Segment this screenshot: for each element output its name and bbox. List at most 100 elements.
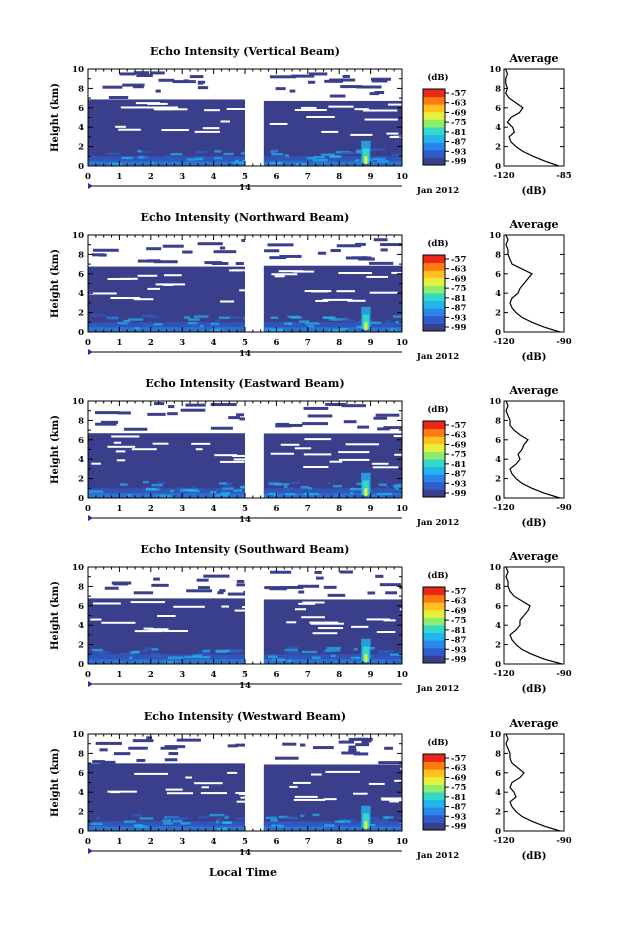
colorbar-swatch <box>423 323 445 332</box>
colorbar-frame <box>422 586 446 664</box>
y-axis-label: Height (km) <box>50 83 61 152</box>
echo-cell <box>374 819 389 823</box>
heatmap <box>88 238 402 332</box>
echo-cell <box>399 821 402 824</box>
echo-cell <box>292 323 303 327</box>
colorbar-tick-label: -75 <box>451 616 466 626</box>
echo-patch <box>367 591 376 595</box>
no-echo-gap <box>147 102 168 105</box>
no-echo-gap <box>294 447 312 450</box>
no-echo-gap <box>115 125 126 128</box>
echo-cell <box>391 153 401 157</box>
no-echo-gap <box>368 782 385 785</box>
no-echo-gap <box>394 779 402 782</box>
echo-cell <box>104 822 111 825</box>
y-tick-label: 0 <box>78 162 84 172</box>
echo-cell <box>268 492 278 496</box>
no-echo-gap <box>232 454 245 457</box>
x-tick-label: 10 <box>396 338 408 348</box>
no-echo-gap <box>354 108 369 111</box>
x-tick-label: 10 <box>396 504 408 514</box>
echo-cell <box>356 151 362 154</box>
no-echo-gap <box>227 771 238 774</box>
echo-patch <box>92 760 105 764</box>
colorbar-title: (dB) <box>427 404 448 415</box>
echo-cell <box>128 656 133 660</box>
echo-cell <box>98 651 111 654</box>
x-tick-label: 0 <box>85 338 91 348</box>
echo-cell <box>372 157 386 161</box>
profile-frame <box>503 68 565 167</box>
echo-patch <box>197 242 223 246</box>
echo-cell <box>139 817 154 820</box>
no-echo-gap <box>156 108 188 111</box>
colorbar-tick-label: -81 <box>451 128 466 138</box>
profile-y-tick-label: 2 <box>495 309 501 319</box>
y-tick-label: 8 <box>78 582 84 592</box>
echo-patch <box>279 254 302 258</box>
echo-cell <box>234 157 245 160</box>
echo-cell <box>198 816 210 819</box>
echo-cell <box>143 480 149 484</box>
echo-patch <box>373 416 388 420</box>
echo-cell <box>326 482 331 485</box>
echo-patch <box>269 75 297 79</box>
profile-title: Average <box>508 717 558 730</box>
echo-patch <box>210 403 237 407</box>
echo-cell <box>220 491 230 495</box>
panel-5: Echo Intensity (Westward Beam) 0 1 2 3 4 5 6 7 8 9… <box>50 710 572 862</box>
y-tick-label: 6 <box>78 104 84 114</box>
echo-cell <box>272 149 279 152</box>
echo-cell <box>308 161 313 165</box>
echo-cell <box>382 816 394 819</box>
no-echo-gap <box>214 454 237 457</box>
echo-patch <box>186 589 213 593</box>
no-echo-gap <box>235 791 245 794</box>
echo-cell <box>288 822 293 826</box>
date-month-label: Jan 2012 <box>416 518 459 528</box>
echo-patch <box>92 248 119 252</box>
colorbar-swatch <box>423 761 445 770</box>
no-echo-gap <box>325 770 360 773</box>
colorbar-swatch <box>423 315 445 324</box>
echo-patch <box>269 256 287 260</box>
profile-title: Average <box>508 52 558 65</box>
colorbar-swatch <box>423 421 445 430</box>
no-echo-gap <box>303 466 329 469</box>
echo-cell <box>215 319 220 322</box>
colorbar-tick-label: -69 <box>451 108 466 118</box>
no-echo-gap <box>115 450 126 453</box>
date-month-label: Jan 2012 <box>416 186 459 196</box>
echo-patch <box>336 403 347 407</box>
date-marker <box>88 183 93 189</box>
echo-patch <box>342 74 350 78</box>
panel-1: Echo Intensity (Vertical Beam) 0 1 2 3 4 5 6 7 8 9… <box>50 45 572 197</box>
echo-cell <box>145 487 161 491</box>
colorbar-swatch <box>423 474 445 483</box>
x-tick-label: 9 <box>368 338 374 348</box>
echo-patch <box>330 249 341 253</box>
echo-cell <box>337 329 343 332</box>
no-echo-gap <box>280 443 300 446</box>
profile-x-tick-label: -120 <box>493 171 514 181</box>
colorbar-swatch <box>423 776 445 785</box>
profile-x-tick-label: -120 <box>493 503 514 513</box>
profile-y-tick-label: 6 <box>495 104 501 114</box>
y-tick-label: 8 <box>78 416 84 426</box>
plume <box>364 488 368 497</box>
colorbar-tick-label: -93 <box>451 645 466 655</box>
echo-cell <box>222 487 234 490</box>
x-tick-label: 9 <box>368 670 374 680</box>
echo-patch <box>341 751 360 755</box>
no-echo-gap <box>317 627 344 630</box>
x-tick-label: 7 <box>305 670 311 680</box>
echo-patch <box>380 243 402 247</box>
no-echo-gap <box>238 793 245 796</box>
no-echo-gap <box>309 621 339 624</box>
profile-y-tick-label: 10 <box>489 65 501 75</box>
colorbar-tick-label: -93 <box>451 313 466 323</box>
colorbar-tick-label: -69 <box>451 773 466 783</box>
echo-cell <box>180 822 191 825</box>
echo-patch <box>329 94 346 98</box>
echo-patch <box>147 412 166 416</box>
